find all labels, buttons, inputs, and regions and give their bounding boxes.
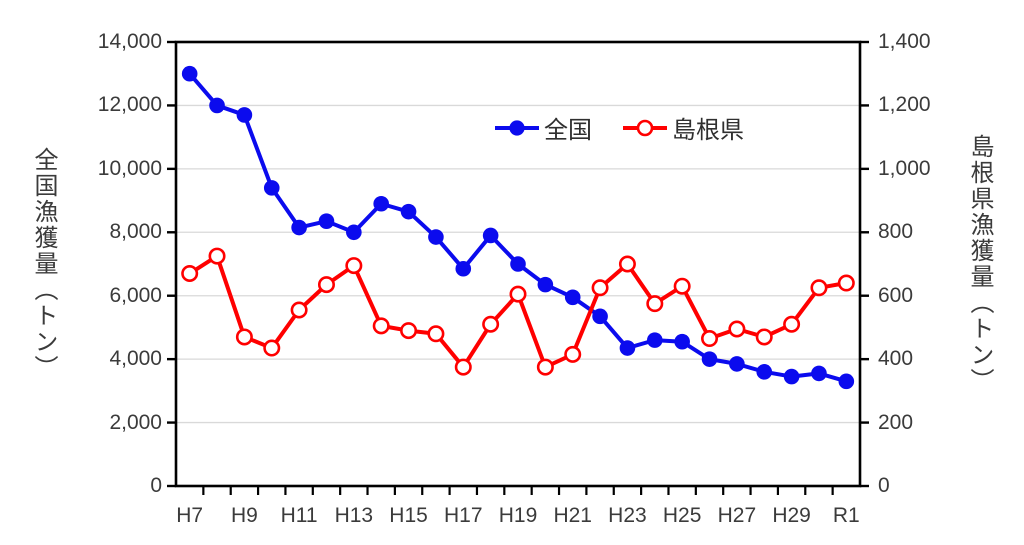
data-point [510,256,526,272]
left-axis-title: 全国漁獲量（トン） [30,147,57,381]
legend: 全国 島根県 [494,110,744,145]
left-axis-tick-label: 10,000 [97,156,162,180]
right-axis-tick-label: 1,000 [878,156,931,180]
left-axis-tick-label: 6,000 [109,283,162,307]
x-axis-tick-label: H21 [553,504,592,527]
x-axis-tick-label: H25 [662,504,702,527]
right-axis-tick-label: 600 [878,283,914,307]
data-point [482,227,499,244]
data-point [810,279,828,297]
left-axis-tick-label: 12,000 [97,93,162,117]
left-axis-tick-label: 0 [150,474,162,497]
data-point [755,328,773,346]
data-point [181,265,199,283]
right-axis-tick-label: 1,200 [878,93,931,117]
left-axis-tick-label: 4,000 [109,347,162,371]
data-point [290,301,308,319]
data-point [372,317,390,335]
data-point [400,203,417,220]
data-point [209,97,225,114]
left-axis-tick-label: 8,000 [109,220,162,244]
data-point [701,351,718,367]
x-axis-tick-label: H27 [717,504,757,527]
data-point [317,276,335,294]
data-point [208,247,226,265]
data-point [728,320,746,338]
data-point [236,107,253,123]
right-axis-tick-label: 1,400 [878,30,931,53]
left-axis-tick-label: 14,000 [97,30,162,53]
data-point [729,356,745,372]
x-axis-tick-label: H7 [176,504,204,527]
right-axis-tick-label: 200 [878,410,914,434]
data-point [318,213,335,229]
data-point [811,365,827,382]
x-axis-tick-label: H15 [389,504,428,527]
data-point [756,364,773,380]
data-point [346,224,362,241]
data-point [564,289,581,306]
x-axis-tick-label: H29 [772,504,811,527]
plot-svg [167,40,869,495]
plot-area: 全国 島根県 [176,42,860,486]
data-point [181,65,198,82]
data-point [837,274,855,292]
data-point [838,373,855,390]
x-axis-tick-label: H11 [280,504,318,527]
data-point [618,255,636,273]
data-point [373,195,389,212]
data-point [454,358,472,376]
legend-marker-icon [623,119,667,136]
legend-item-島根県: 島根県 [622,110,744,145]
data-point [482,315,500,333]
legend-marker-icon [495,119,539,136]
x-axis-tick-label: H19 [498,504,538,527]
data-point [537,276,554,293]
legend-item-全国: 全国 [494,110,592,145]
data-point [536,358,554,376]
data-point [783,315,801,333]
plot-group [167,40,869,495]
data-point [783,368,800,385]
right-axis-tick-label: 400 [878,347,914,371]
legend-label: 島根県 [672,117,744,144]
legend-label: 全国 [544,117,592,144]
data-point [345,257,363,275]
data-point [263,339,281,357]
data-point [674,333,690,350]
x-axis-tick-label: H23 [608,504,647,527]
data-point [427,325,445,343]
data-point [235,328,253,346]
data-point [455,260,472,277]
data-point [263,180,280,196]
data-point [400,322,418,340]
data-point [647,332,663,348]
data-point [564,345,582,363]
right-axis-tick-label: 0 [878,474,890,497]
right-axis-tick-label: 800 [878,220,914,244]
plot-border [174,40,862,488]
left-axis-tick-label: 2,000 [109,410,162,434]
data-point [673,277,691,295]
x-axis-tick-label: H17 [444,504,483,527]
data-point [701,330,719,348]
data-point [619,340,636,356]
data-point [428,229,444,245]
right-axis-title: 島根県漁獲量（トン） [966,134,993,394]
x-axis-tick-label: R1 [832,504,860,527]
data-point [291,219,307,236]
data-point [592,308,608,325]
data-point [646,295,664,313]
x-axis-tick-label: H13 [334,504,374,527]
data-point [509,285,527,303]
x-axis-tick-label: H9 [230,504,258,527]
data-point [591,279,609,297]
